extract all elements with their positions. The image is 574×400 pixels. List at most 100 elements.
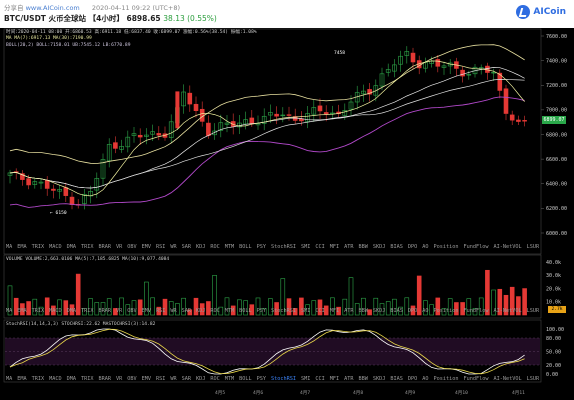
- indicator-tab-brar[interactable]: BRAR: [98, 376, 112, 382]
- share-url[interactable]: www.AICoin.com: [25, 4, 80, 12]
- indicator-tab-rsi[interactable]: RSI: [156, 244, 166, 250]
- indicator-tab-smi[interactable]: SMI: [301, 244, 311, 250]
- indicator-tab-ao[interactable]: AO: [422, 244, 429, 250]
- indicator-tab-kdj[interactable]: KDJ: [196, 244, 206, 250]
- indicator-tab-obv[interactable]: OBV: [127, 244, 137, 250]
- indicator-tab-emv[interactable]: EMV: [141, 308, 151, 314]
- indicator-tab-cci[interactable]: CCI: [315, 308, 325, 314]
- indicator-tab-bias[interactable]: BIAS: [390, 308, 403, 314]
- indicator-tab-sar[interactable]: SAR: [181, 308, 191, 314]
- indicator-tab-vr[interactable]: VR: [116, 376, 123, 382]
- indicator-tab-ema[interactable]: EMA: [17, 244, 27, 250]
- indicator-tab-ai-netvol[interactable]: AI-NetVOL: [493, 308, 522, 314]
- indicator-tab-mtm[interactable]: MTM: [224, 244, 235, 250]
- volume-bar: [478, 297, 484, 316]
- indicator-tab-boll[interactable]: BOLL: [239, 308, 252, 314]
- indicator-tab-wr[interactable]: WR: [170, 308, 177, 314]
- indicator-tab-obv[interactable]: OBV: [127, 376, 137, 382]
- indicator-tab-trix[interactable]: TRIX: [31, 244, 45, 250]
- indicator-tab-ma[interactable]: MA: [6, 308, 13, 314]
- indicator-tab-trix[interactable]: TRIX: [31, 308, 45, 314]
- indicator-tab-lsur[interactable]: LSUR: [526, 376, 540, 382]
- indicator-tab-position[interactable]: Position: [433, 376, 459, 382]
- chart-canvas[interactable]: 7600.00 7400.00 7200.00 7000.00 6800.00 6600.…: [0, 28, 574, 400]
- indicator-tab-emv[interactable]: EMV: [141, 244, 151, 250]
- indicator-tab-lsur[interactable]: LSUR: [526, 244, 540, 250]
- indicator-tab-dma[interactable]: DMA: [66, 308, 76, 314]
- indicator-tab-bbw[interactable]: BBW: [358, 376, 368, 382]
- indicator-tab-skdj[interactable]: SKDJ: [372, 308, 386, 314]
- indicator-tab-vr[interactable]: VR: [116, 244, 123, 250]
- indicator-tab-dma[interactable]: DMA: [66, 244, 76, 250]
- indicator-tab-ao[interactable]: AO: [422, 308, 429, 314]
- indicator-tab-fundflow[interactable]: FundFlow: [463, 244, 489, 250]
- indicator-tab-smi[interactable]: SMI: [301, 376, 311, 382]
- indicator-tab-vr[interactable]: VR: [116, 308, 123, 314]
- indicator-tab-psy[interactable]: PSY: [256, 308, 266, 314]
- indicator-tab-lsur[interactable]: LSUR: [526, 308, 540, 314]
- indicator-tab-atr[interactable]: ATR: [344, 244, 354, 250]
- indicator-tab-rsi[interactable]: RSI: [156, 308, 166, 314]
- indicator-tab-bbw[interactable]: BBW: [358, 244, 368, 250]
- indicator-tab-kdj[interactable]: KDJ: [196, 308, 206, 314]
- indicator-tab-ema[interactable]: EMA: [17, 376, 27, 382]
- indicator-tab-bbw[interactable]: BBW: [358, 308, 368, 314]
- indicator-tab-stochrsi[interactable]: StochRSI: [271, 376, 296, 382]
- indicator-tab-bias[interactable]: BIAS: [390, 376, 403, 382]
- indicator-tab-ema[interactable]: EMA: [17, 308, 27, 314]
- indicator-tab-dma[interactable]: DMA: [66, 376, 76, 382]
- indicator-tab-ma[interactable]: MA: [6, 244, 13, 250]
- indicator-tab-roc[interactable]: ROC: [210, 244, 220, 250]
- chart-area[interactable]: 7600.00 7400.00 7200.00 7000.00 6800.00 6600.…: [0, 28, 574, 400]
- indicator-tab-fundflow[interactable]: FundFlow: [463, 376, 489, 382]
- indicator-tab-mtm[interactable]: MTM: [224, 376, 235, 382]
- indicator-tab-obv[interactable]: OBV: [127, 308, 137, 314]
- indicator-tab-mfi[interactable]: MFI: [329, 244, 340, 250]
- indicator-tab-smi[interactable]: SMI: [301, 308, 311, 314]
- indicator-tab-trix[interactable]: TRIX: [81, 244, 94, 250]
- indicator-tab-mtm[interactable]: MTM: [224, 308, 235, 314]
- indicator-tab-mfi[interactable]: MFI: [329, 308, 340, 314]
- indicator-tab-trix[interactable]: TRIX: [31, 376, 45, 382]
- indicator-tab-atr[interactable]: ATR: [344, 308, 354, 314]
- indicator-tab-macd[interactable]: MACD: [49, 376, 62, 382]
- indicator-tab-macd[interactable]: MACD: [49, 244, 62, 250]
- indicator-tab-wr[interactable]: WR: [170, 244, 177, 250]
- indicator-tab-rsi[interactable]: RSI: [156, 376, 166, 382]
- indicator-tab-cci[interactable]: CCI: [315, 376, 325, 382]
- indicator-tab-skdj[interactable]: SKDJ: [372, 376, 386, 382]
- indicator-tab-stochrsi[interactable]: StochRSI: [271, 244, 296, 250]
- indicator-tab-trix[interactable]: TRIX: [81, 376, 94, 382]
- indicator-tab-stochrsi[interactable]: StochRSI: [271, 308, 296, 314]
- indicator-tab-boll[interactable]: BOLL: [239, 376, 252, 382]
- indicator-tab-roc[interactable]: ROC: [210, 308, 220, 314]
- indicator-tab-ao[interactable]: AO: [422, 376, 429, 382]
- indicator-tab-position[interactable]: Position: [433, 244, 459, 250]
- indicator-tab-macd[interactable]: MACD: [49, 308, 62, 314]
- indicator-tab-roc[interactable]: ROC: [210, 376, 220, 382]
- indicator-tab-fundflow[interactable]: FundFlow: [463, 308, 489, 314]
- indicator-tab-ai-netvol[interactable]: AI-NetVOL: [493, 244, 522, 250]
- indicator-tab-sar[interactable]: SAR: [181, 244, 191, 250]
- indicator-tab-brar[interactable]: BRAR: [98, 244, 112, 250]
- indicator-tab-dpo[interactable]: DPO: [407, 376, 418, 382]
- indicator-tab-skdj[interactable]: SKDJ: [372, 244, 386, 250]
- indicator-tab-kdj[interactable]: KDJ: [196, 376, 206, 382]
- indicator-tab-psy[interactable]: PSY: [256, 376, 266, 382]
- indicator-tab-sar[interactable]: SAR: [181, 376, 191, 382]
- indicator-tab-position[interactable]: Position: [433, 308, 459, 314]
- indicator-tab-emv[interactable]: EMV: [141, 376, 151, 382]
- indicator-tab-brar[interactable]: BRAR: [98, 308, 112, 314]
- indicator-tab-boll[interactable]: BOLL: [239, 244, 252, 250]
- indicator-tab-trix[interactable]: TRIX: [81, 308, 94, 314]
- indicator-tab-bias[interactable]: BIAS: [390, 244, 403, 250]
- indicator-tab-ma[interactable]: MA: [6, 376, 13, 382]
- indicator-tab-ai-netvol[interactable]: AI-NetVOL: [493, 376, 522, 382]
- indicator-tab-cci[interactable]: CCI: [315, 244, 325, 250]
- indicator-tab-dpo[interactable]: DPO: [407, 244, 418, 250]
- indicator-tab-psy[interactable]: PSY: [256, 244, 266, 250]
- indicator-tab-atr[interactable]: ATR: [344, 376, 354, 382]
- indicator-tab-dpo[interactable]: DPO: [407, 308, 418, 314]
- indicator-tab-mfi[interactable]: MFI: [329, 376, 340, 382]
- indicator-tab-wr[interactable]: WR: [170, 376, 177, 382]
